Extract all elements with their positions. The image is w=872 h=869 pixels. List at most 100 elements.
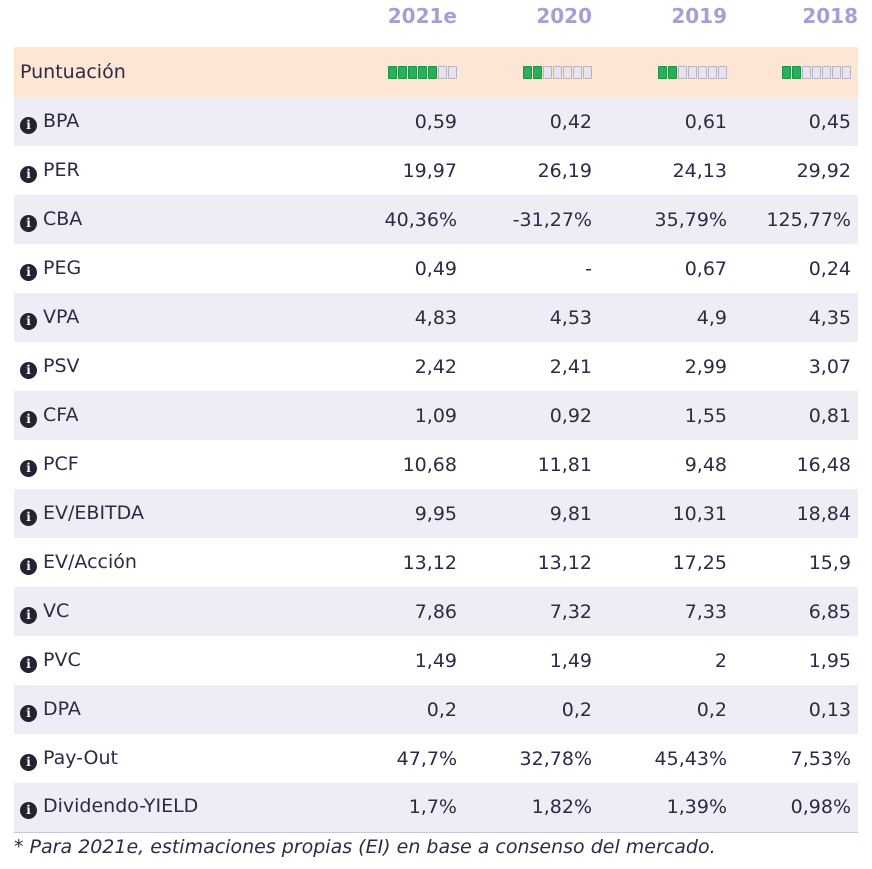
- rating-dot-filled: [658, 66, 667, 79]
- rating-dots: [387, 62, 457, 79]
- info-circle-icon[interactable]: i: [20, 165, 37, 183]
- value-cell: 1,55: [684, 404, 727, 427]
- rating-dots: [657, 62, 727, 79]
- table-row: i VPA 4,83 4,53 4,9 4,35: [14, 293, 858, 342]
- value-cell: 1,49: [414, 649, 457, 672]
- info-circle-icon[interactable]: i: [20, 508, 37, 526]
- value-cell: 10,68: [402, 453, 457, 476]
- rating-dot-filled: [782, 66, 791, 79]
- rating-dot-filled: [533, 66, 542, 79]
- value-cell: 13,12: [537, 551, 592, 574]
- value-cell: 7,32: [549, 600, 592, 623]
- table-row: i PVC 1,49 1,49 2 1,95: [14, 636, 858, 685]
- value-cell: 0,13: [808, 698, 851, 721]
- info-circle-icon[interactable]: i: [20, 312, 37, 330]
- table-row: i PCF 10,68 11,81 9,48 16,48: [14, 440, 858, 489]
- info-circle-icon[interactable]: i: [20, 606, 37, 624]
- rating-dot-empty: [832, 66, 841, 79]
- value-cell: 6,85: [808, 600, 851, 623]
- year-column-header: 2018: [802, 4, 858, 28]
- value-cell: 7,86: [414, 600, 457, 623]
- value-cell: 40,36%: [384, 208, 457, 231]
- value-cell: 7,53%: [790, 747, 851, 770]
- value-cell: 2,99: [684, 355, 727, 378]
- ratios-table: Puntuación i BPA 0,59 0,42 0,61 0,45 i PER 19,97…: [14, 47, 858, 833]
- rating-dot-filled: [428, 66, 437, 79]
- info-circle-icon[interactable]: i: [20, 263, 37, 281]
- row-label: EV/Acción: [43, 550, 137, 573]
- value-cell: -31,27%: [512, 208, 592, 231]
- info-circle-icon[interactable]: i: [20, 410, 37, 428]
- row-label: DPA: [43, 697, 81, 720]
- value-cell: 0,2: [426, 698, 457, 721]
- info-circle-icon[interactable]: i: [20, 116, 37, 134]
- value-cell: 0,24: [808, 257, 851, 280]
- table-row: i CFA 1,09 0,92 1,55 0,81: [14, 391, 858, 440]
- rating-dot-empty: [543, 66, 552, 79]
- value-cell: 9,95: [414, 502, 457, 525]
- table-row: i BPA 0,59 0,42 0,61 0,45: [14, 97, 858, 146]
- row-label: EV/EBITDA: [43, 501, 144, 524]
- value-cell: 0,92: [549, 404, 592, 427]
- value-cell: 7,33: [684, 600, 727, 623]
- info-circle-icon[interactable]: i: [20, 802, 37, 820]
- value-cell: 1,95: [808, 649, 851, 672]
- value-cell: 0,98%: [734, 783, 858, 833]
- value-cell: 15,9: [808, 551, 851, 574]
- value-cell: 1,09: [414, 404, 457, 427]
- value-cell: 0,42: [549, 110, 592, 133]
- row-label: CFA: [43, 403, 79, 426]
- table-row: i PEG 0,49 - 0,67 0,24: [14, 244, 858, 293]
- rating-dot-filled: [388, 66, 397, 79]
- rating-dot-empty: [812, 66, 821, 79]
- row-label: Dividendo-YIELD: [43, 795, 199, 818]
- value-cell: 2,41: [549, 355, 592, 378]
- value-cell: 4,9: [696, 306, 727, 329]
- row-label: BPA: [43, 109, 80, 132]
- table-row: i DPA 0,2 0,2 0,2 0,13: [14, 685, 858, 734]
- value-cell: 17,25: [672, 551, 727, 574]
- info-circle-icon[interactable]: i: [20, 753, 37, 771]
- rating-dot-empty: [678, 66, 687, 79]
- info-circle-icon[interactable]: i: [20, 704, 37, 722]
- info-circle-icon[interactable]: i: [20, 459, 37, 477]
- value-cell: 16,48: [796, 453, 851, 476]
- value-cell: -: [585, 257, 592, 280]
- year-header: 2021e 2020 2019 2018: [14, 0, 858, 36]
- rating-dot-empty: [718, 66, 727, 79]
- rating-dot-empty: [553, 66, 562, 79]
- value-cell: 2: [714, 649, 727, 672]
- rating-dot-empty: [802, 66, 811, 79]
- info-circle-icon[interactable]: i: [20, 361, 37, 379]
- rating-dot-filled: [398, 66, 407, 79]
- rating-dot-filled: [792, 66, 801, 79]
- row-label: PEG: [43, 256, 82, 279]
- value-cell: 0,67: [684, 257, 727, 280]
- rating-dot-empty: [708, 66, 717, 79]
- info-circle-icon[interactable]: i: [20, 655, 37, 673]
- value-cell: 1,7%: [328, 783, 464, 833]
- table-row: i PSV 2,42 2,41 2,99 3,07: [14, 342, 858, 391]
- rating-dot-empty: [438, 66, 447, 79]
- row-label: PER: [43, 158, 80, 181]
- table-row: i Dividendo-YIELD 1,7% 1,82% 1,39% 0,98%: [14, 783, 858, 833]
- footnote: * Para 2021e, estimaciones propias (EI) …: [14, 836, 716, 858]
- value-cell: 2,42: [414, 355, 457, 378]
- value-cell: 1,39%: [599, 783, 734, 833]
- value-cell: 35,79%: [654, 208, 727, 231]
- info-circle-icon[interactable]: i: [20, 214, 37, 232]
- value-cell: 13,12: [402, 551, 457, 574]
- table-row: i EV/Acción 13,12 13,12 17,25 15,9: [14, 538, 858, 587]
- info-circle-icon[interactable]: i: [20, 557, 37, 575]
- table-row: i PER 19,97 26,19 24,13 29,92: [14, 146, 858, 195]
- rating-dot-filled: [418, 66, 427, 79]
- value-cell: 11,81: [537, 453, 592, 476]
- table-row: i CBA 40,36% -31,27% 35,79% 125,77%: [14, 195, 858, 244]
- value-cell: 4,35: [808, 306, 851, 329]
- score-label: Puntuación: [20, 61, 126, 83]
- value-cell: 0,59: [414, 110, 457, 133]
- rating-dot-empty: [573, 66, 582, 79]
- value-cell: 19,97: [402, 159, 457, 182]
- score-row: Puntuación: [14, 47, 858, 97]
